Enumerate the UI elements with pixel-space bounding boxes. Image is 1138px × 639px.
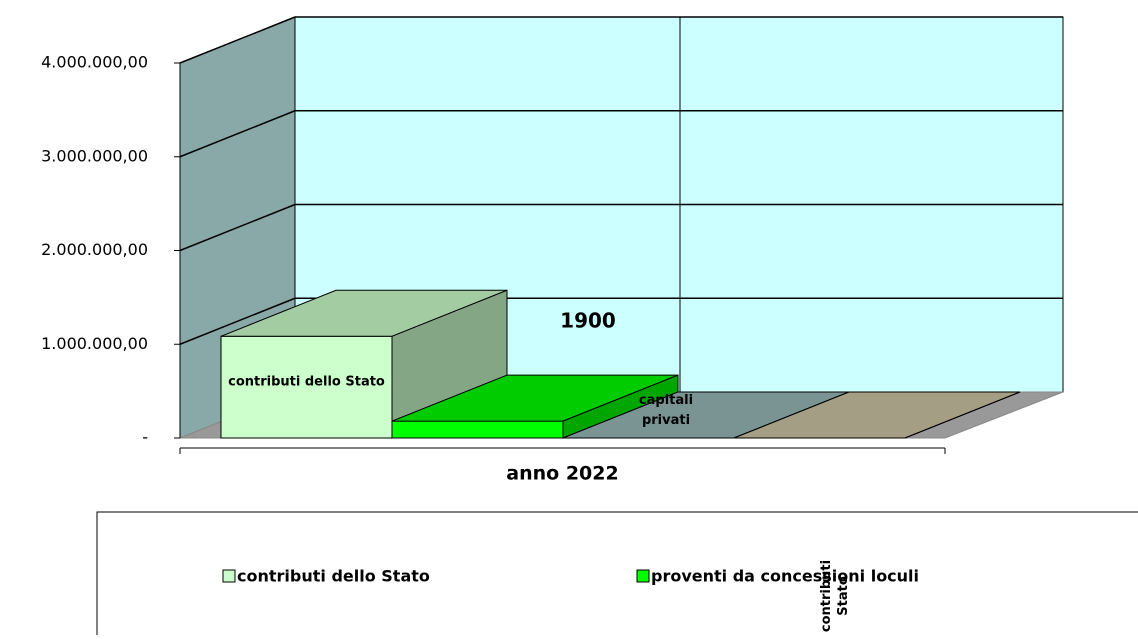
x-tick-label: anno 2022 bbox=[506, 463, 618, 485]
y-tick-label: 1.000.000,00 bbox=[41, 334, 148, 353]
y-tick-label: 4.000.000,00 bbox=[41, 53, 148, 72]
data-label: capitali privati bbox=[639, 393, 693, 428]
legend-swatch bbox=[636, 569, 650, 583]
data-label: contributi dello Stato bbox=[228, 375, 385, 390]
legend-label: contributi dello Stato bbox=[237, 567, 430, 586]
annotation: contributi Stato bbox=[819, 560, 851, 632]
grid-line bbox=[179, 16, 296, 64]
legend-box bbox=[96, 511, 1138, 639]
y-tick-label: 3.000.000,00 bbox=[41, 146, 148, 165]
legend-swatch bbox=[222, 569, 236, 583]
bar-front bbox=[391, 420, 564, 439]
grid-line bbox=[179, 203, 296, 252]
annotation: 1900 bbox=[560, 309, 616, 333]
legend-label: proventi da concessioni loculi bbox=[651, 567, 919, 586]
bar-side bbox=[904, 391, 1021, 439]
grid-line bbox=[179, 297, 296, 345]
grid-line bbox=[179, 110, 296, 158]
bar-front bbox=[220, 335, 393, 439]
y-tick-label: - bbox=[142, 428, 148, 447]
y-tick-label: 2.000.000,00 bbox=[41, 240, 148, 259]
